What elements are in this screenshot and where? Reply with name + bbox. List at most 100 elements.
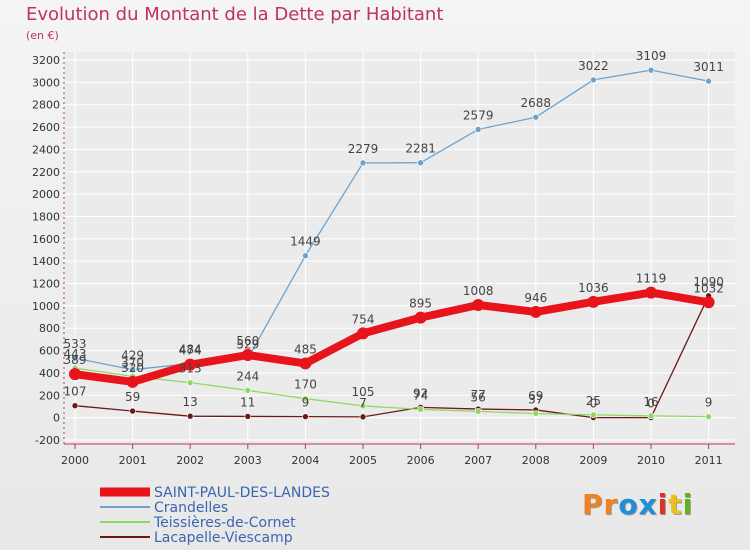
- y-tick-label: 3200: [32, 54, 60, 67]
- series-line-0: [74, 288, 710, 386]
- x-tick-label: 2011: [695, 454, 723, 467]
- data-label: 56: [471, 390, 486, 404]
- logo-letter: P: [582, 488, 604, 521]
- data-label: 3011: [693, 60, 724, 74]
- data-label: 1032: [693, 281, 724, 295]
- data-label: 3109: [636, 49, 667, 63]
- data-label: 2579: [463, 108, 494, 122]
- data-label: 77: [471, 388, 486, 402]
- data-point: [186, 379, 194, 386]
- data-label: 485: [294, 342, 317, 356]
- data-point: [184, 358, 197, 371]
- data-point: [529, 305, 542, 318]
- data-point: [241, 349, 254, 362]
- data-point: [417, 406, 424, 413]
- data-label: 560: [236, 334, 259, 348]
- data-point: [244, 413, 252, 420]
- x-tick-label: 2006: [407, 454, 435, 467]
- data-label: 533: [64, 337, 87, 351]
- x-tick-label: 2000: [61, 454, 89, 467]
- x-tick-label: 2005: [349, 454, 377, 467]
- data-label: 389: [64, 353, 87, 367]
- y-tick-label: -200: [35, 434, 60, 447]
- data-label: 443: [64, 347, 87, 361]
- y-tick-label: 800: [39, 322, 60, 335]
- data-point: [472, 298, 485, 311]
- data-label: 1090: [693, 275, 724, 289]
- data-point: [129, 407, 136, 415]
- data-point: [474, 126, 482, 133]
- data-point: [705, 413, 712, 420]
- data-point: [587, 295, 600, 308]
- proxiti-logo: Proxiti: [582, 488, 693, 521]
- y-tick-label: 1600: [32, 233, 60, 246]
- data-point: [414, 311, 427, 324]
- x-tick-label: 2007: [464, 454, 492, 467]
- data-point: [129, 366, 136, 374]
- data-label: 895: [409, 297, 432, 311]
- y-tick-label: 400: [39, 367, 60, 380]
- data-label: 9: [302, 396, 310, 410]
- data-label: 429: [121, 349, 144, 363]
- data-point: [590, 76, 597, 84]
- data-label: 7: [359, 396, 367, 410]
- logo-letter: x: [638, 488, 658, 521]
- data-label: 0: [647, 397, 655, 411]
- data-label: 2279: [348, 142, 379, 156]
- data-label: 74: [413, 388, 428, 402]
- series-line-3: [74, 295, 710, 419]
- data-point: [302, 252, 309, 259]
- y-tick-label: 0: [53, 412, 60, 425]
- y-tick-label: 1200: [32, 278, 60, 291]
- data-label: 105: [352, 385, 375, 399]
- chart-unit: (en €): [26, 29, 59, 42]
- data-label: 37: [528, 393, 543, 407]
- data-point: [645, 286, 657, 299]
- data-label: 244: [236, 369, 259, 383]
- legend-label: SAINT-PAUL-DES-LANDES: [154, 485, 330, 501]
- data-point: [302, 413, 309, 420]
- data-point: [69, 368, 81, 381]
- data-label: 529: [236, 338, 259, 352]
- y-tick-label: 2000: [32, 188, 60, 201]
- y-tick-label: 3000: [32, 76, 60, 89]
- x-tick-label: 2010: [637, 454, 665, 467]
- data-label: 25: [586, 394, 601, 408]
- y-tick-label: 2200: [32, 166, 60, 179]
- data-label: 754: [352, 312, 375, 326]
- data-point: [302, 395, 309, 402]
- data-point: [705, 77, 712, 85]
- data-point: [359, 159, 367, 167]
- logo-letter: r: [603, 488, 619, 521]
- data-label: 946: [524, 291, 547, 305]
- data-label: 170: [294, 378, 317, 392]
- data-point: [244, 387, 252, 394]
- data-point: [647, 66, 655, 74]
- data-label: 11: [240, 395, 255, 409]
- x-tick-label: 2004: [291, 454, 319, 467]
- data-label: 1449: [290, 235, 321, 249]
- data-point: [359, 402, 367, 410]
- data-point: [359, 413, 367, 421]
- data-label: 107: [64, 385, 87, 399]
- data-label: 1036: [578, 281, 609, 295]
- logo-letter: i: [657, 488, 669, 521]
- legend-label: Lacapelle-Viescamp: [154, 530, 293, 546]
- data-label: 69: [528, 389, 543, 403]
- data-label: 92: [413, 386, 428, 400]
- data-point: [702, 296, 715, 309]
- data-label: 3022: [578, 59, 609, 73]
- data-label: 313: [179, 362, 202, 376]
- data-label: 2688: [521, 96, 552, 110]
- data-point: [71, 354, 79, 362]
- series-line-2: [74, 367, 709, 418]
- data-label: 1008: [463, 284, 494, 298]
- x-tick-label: 2001: [119, 454, 147, 467]
- x-tick-label: 2009: [579, 454, 607, 467]
- data-point: [532, 410, 540, 417]
- data-point: [299, 357, 312, 370]
- y-tick-label: 200: [39, 389, 60, 402]
- data-label: 320: [121, 361, 144, 375]
